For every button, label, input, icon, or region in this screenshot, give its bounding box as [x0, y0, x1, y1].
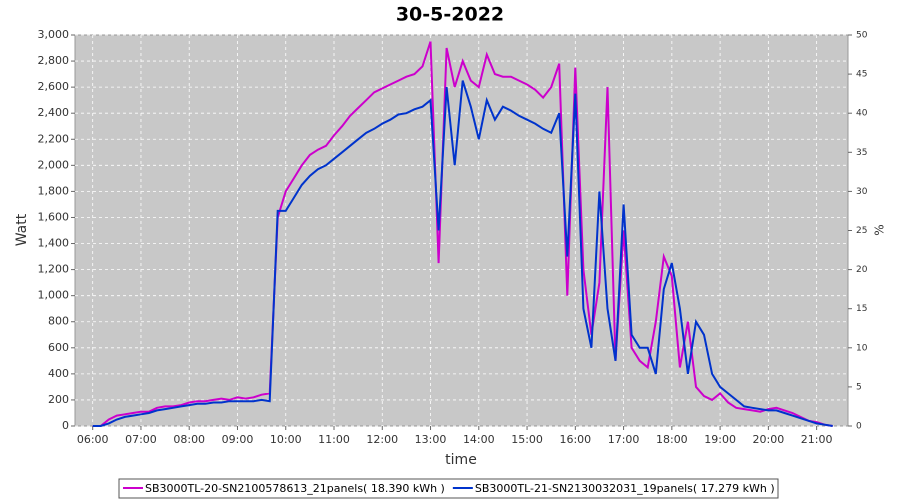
y2-tick-label: 15 [856, 304, 867, 314]
y-tick-label: 3,000 [38, 28, 70, 41]
y2-tick-label: 30 [856, 187, 868, 197]
y2-tick-label: 25 [856, 226, 867, 236]
y-tick-label: 400 [48, 367, 69, 380]
y2-tick-label: 0 [856, 422, 862, 432]
y-tick-label: 1,200 [38, 263, 70, 276]
y2-tick-label: 10 [856, 343, 868, 353]
x-tick-label: 13:00 [415, 433, 447, 446]
y2-tick-label: 5 [856, 382, 862, 392]
y2-axis-label: % [873, 224, 887, 235]
y-tick-label: 2,600 [38, 80, 70, 93]
series-line [92, 41, 833, 427]
x-axis-label: time [445, 452, 477, 468]
x-tick-label: 08:00 [173, 433, 205, 446]
legend-label: SB3000TL-20-SN2100578613_21panels( 18.39… [145, 482, 445, 495]
y2-tick-label: 35 [856, 148, 867, 158]
y-tick-label: 0 [62, 419, 69, 432]
x-tick-label: 14:00 [463, 433, 495, 446]
x-tick-label: 21:00 [801, 433, 833, 446]
y-tick-label: 2,800 [38, 54, 70, 67]
y2-tick-label: 40 [856, 109, 868, 119]
y-tick-label: 2,000 [38, 158, 70, 171]
x-tick-label: 20:00 [753, 433, 785, 446]
x-tick-label: 07:00 [125, 433, 157, 446]
y-tick-label: 1,400 [38, 237, 70, 250]
legend [118, 478, 779, 499]
x-tick-label: 18:00 [656, 433, 688, 446]
y-tick-label: 800 [48, 315, 69, 328]
y2-tick-label: 45 [856, 70, 867, 80]
y-tick-label: 2,200 [38, 132, 70, 145]
x-tick-label: 10:00 [270, 433, 302, 446]
y-tick-label: 1,600 [38, 210, 70, 223]
x-tick-label: 09:00 [222, 433, 254, 446]
x-tick-label: 11:00 [318, 433, 350, 446]
y-tick-label: 1,000 [38, 289, 70, 302]
x-tick-label: 19:00 [704, 433, 736, 446]
x-tick-label: 12:00 [366, 433, 398, 446]
y-tick-label: 600 [48, 341, 69, 354]
chart-title: 30-5-2022 [396, 4, 504, 26]
x-tick-label: 16:00 [559, 433, 591, 446]
y-axis-label: Watt [14, 213, 30, 246]
y2-tick-label: 50 [856, 31, 868, 41]
y2-tick-label: 20 [856, 265, 868, 275]
legend-label: SB3000TL-21-SN2130032031_19panels( 17.27… [475, 482, 775, 495]
y-tick-label: 1,800 [38, 184, 70, 197]
x-tick-label: 06:00 [77, 433, 109, 446]
x-tick-label: 17:00 [608, 433, 640, 446]
y-tick-label: 2,400 [38, 106, 70, 119]
y-tick-label: 200 [48, 393, 69, 406]
series-line [92, 80, 833, 427]
x-tick-label: 15:00 [511, 433, 543, 446]
